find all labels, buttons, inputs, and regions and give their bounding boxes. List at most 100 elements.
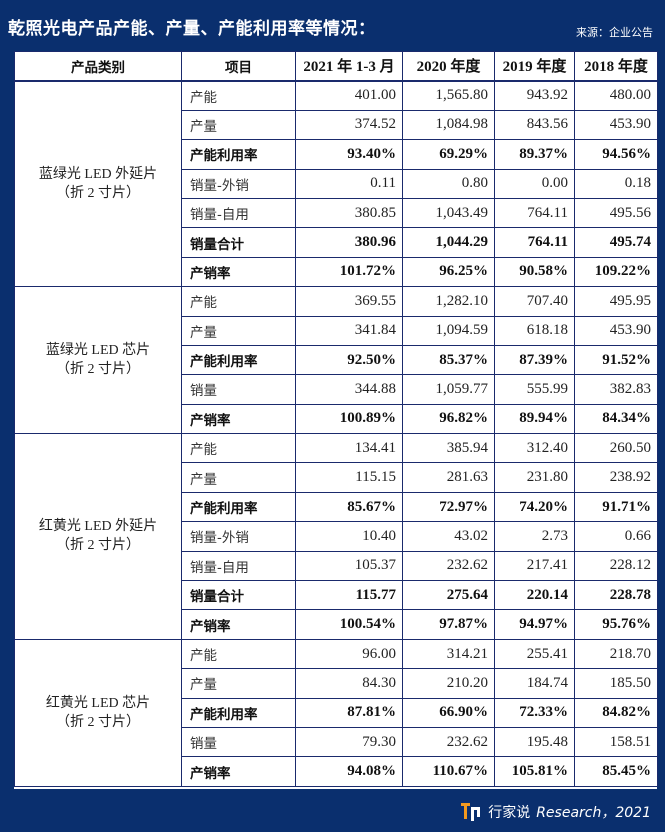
value-cell: 66.90% [402, 697, 495, 728]
value-cell: 1,094.59 [402, 315, 495, 346]
value-cell: 85.67% [295, 491, 403, 523]
category-cell: 红黄光 LED 外延片 （折 2 寸片） [14, 433, 182, 640]
value-cell: 100.54% [295, 609, 403, 640]
value-cell: 79.30 [295, 726, 403, 758]
value-cell: 218.70 [574, 638, 658, 670]
value-cell: 707.40 [494, 286, 575, 317]
value-cell: 91.52% [574, 344, 658, 376]
value-cell: 480.00 [574, 80, 658, 111]
value-cell: 101.72% [295, 256, 403, 288]
page-title: 乾照光电产品产能、产量、产能利用率等情况： [8, 19, 376, 39]
header-2018: 2018 年度 [574, 50, 658, 82]
value-cell: 0.80 [402, 168, 495, 199]
value-cell: 85.37% [402, 344, 495, 376]
table-body: 蓝绿光 LED 外延片 （折 2 寸片） 产能 401.00 1,565.80 943.9… [14, 80, 658, 787]
table-header-row: 产品类别 项目 2021 年 1-3 月 2020 年度 2019 年度 201… [14, 50, 658, 82]
value-cell: 74.20% [494, 491, 575, 523]
header-2021q1: 2021 年 1-3 月 [295, 50, 403, 82]
value-cell: 312.40 [494, 433, 575, 464]
value-cell: 96.25% [402, 256, 495, 288]
table-row: 红黄光 LED 外延片 （折 2 寸片） 产能 134.41 385.94 312.40 2… [14, 433, 658, 640]
value-cell: 43.02 [402, 521, 495, 552]
value-cell: 96.82% [402, 403, 495, 435]
value-cell: 232.62 [402, 550, 495, 582]
value-cell: 281.63 [402, 462, 495, 493]
table-row: 销量-自用 380.85 1,043.49 764.11 495.56 [15, 197, 658, 229]
value-cell: 85.45% [574, 756, 658, 787]
value-cell: 87.81% [295, 697, 403, 728]
value-cell: 105.37 [295, 550, 403, 582]
item-cell: 产量 [181, 462, 296, 493]
value-cell: 380.85 [295, 197, 403, 229]
value-cell: 495.74 [574, 227, 658, 258]
table-row: 销量 79.30 232.62 195.48 158.51 [15, 726, 658, 758]
value-cell: 90.58% [494, 256, 575, 288]
capacity-table-container: 产品类别 项目 2021 年 1-3 月 2020 年度 2019 年度 201… [14, 50, 658, 789]
table-row: 产销率 100.89% 96.82% 89.94% 84.34% [15, 403, 658, 435]
value-cell: 943.92 [494, 80, 575, 111]
table-row: 产量 341.84 1,094.59 618.18 453.90 [15, 315, 658, 346]
header-2020: 2020 年度 [402, 50, 495, 82]
value-cell: 341.84 [295, 315, 403, 346]
value-cell: 134.41 [295, 433, 403, 464]
header-2019: 2019 年度 [494, 50, 575, 82]
table-row: 产量 115.15 281.63 231.80 238.92 [15, 462, 658, 493]
value-cell: 238.92 [574, 462, 658, 493]
value-cell: 0.11 [295, 168, 403, 199]
value-cell: 1,565.80 [402, 80, 495, 111]
brand-suffix: Research，2021 [536, 805, 651, 821]
table-row: 产销率 94.08% 110.67% 105.81% 85.45% [15, 756, 658, 787]
brand-name: 行家说 [488, 805, 531, 821]
value-cell: 369.55 [295, 286, 403, 317]
value-cell: 93.40% [295, 139, 403, 170]
value-cell: 94.08% [295, 756, 403, 787]
value-cell: 843.56 [494, 109, 575, 141]
item-cell: 产量 [181, 109, 296, 141]
value-cell: 228.78 [574, 580, 658, 611]
value-cell: 495.95 [574, 286, 658, 317]
category-unit: （折 2 寸片） [56, 186, 140, 201]
value-cell: 0.18 [574, 168, 658, 199]
value-cell: 260.50 [574, 433, 658, 464]
value-cell: 555.99 [494, 374, 575, 405]
table-row: 产量 84.30 210.20 184.74 185.50 [15, 668, 658, 699]
item-cell: 销量 [181, 374, 296, 405]
value-cell: 97.87% [402, 609, 495, 640]
value-cell: 89.94% [494, 403, 575, 435]
item-cell: 产量 [181, 668, 296, 699]
brand-credit: 行家说 Research，2021 [460, 801, 651, 823]
value-cell: 195.48 [494, 726, 575, 758]
table-row: 蓝绿光 LED 外延片 （折 2 寸片） 产能 401.00 1,565.80 943.9… [14, 80, 658, 288]
category-unit: （折 2 寸片） [56, 714, 140, 730]
category-unit: （折 2 寸片） [56, 538, 140, 554]
value-cell: 94.97% [494, 609, 575, 640]
value-cell: 100.89% [295, 403, 403, 435]
value-cell: 94.56% [574, 139, 658, 170]
value-cell: 495.56 [574, 197, 658, 229]
table-row: 产能利用率 85.67% 72.97% 74.20% 91.71% [15, 491, 658, 523]
value-cell: 1,059.77 [402, 374, 495, 405]
value-cell: 618.18 [494, 315, 575, 346]
value-cell: 87.39% [494, 344, 575, 376]
value-cell: 1,043.49 [402, 197, 495, 229]
table-row: 产销率 100.54% 97.87% 94.97% 95.76% [15, 609, 658, 640]
table-row: 产销率 101.72% 96.25% 90.58% 109.22% [15, 256, 658, 288]
item-cell: 销量 [181, 726, 296, 758]
item-cell: 销量合计 [181, 227, 296, 258]
value-cell: 401.00 [295, 80, 403, 111]
header: 乾照光电产品产能、产量、产能利用率等情况： 来源：企业公告 [0, 0, 665, 52]
category-cell: 红黄光 LED 芯片 （折 2 寸片） [14, 638, 182, 787]
value-cell: 275.64 [402, 580, 495, 611]
item-cell: 产能利用率 [181, 697, 296, 728]
value-cell: 382.83 [574, 374, 658, 405]
item-cell: 产能 [181, 80, 296, 111]
item-cell: 产量 [181, 315, 296, 346]
table-row: 产量 374.52 1,084.98 843.56 453.90 [15, 109, 658, 141]
category-cell: 蓝绿光 LED 外延片 （折 2 寸片） [14, 80, 182, 288]
value-cell: 220.14 [494, 580, 575, 611]
value-cell: 110.67% [402, 756, 495, 787]
value-cell: 217.41 [494, 550, 575, 582]
item-cell: 产能 [181, 638, 296, 670]
category-cell: 蓝绿光 LED 芯片 （折 2 寸片） [14, 286, 182, 435]
value-cell: 96.00 [295, 638, 403, 670]
